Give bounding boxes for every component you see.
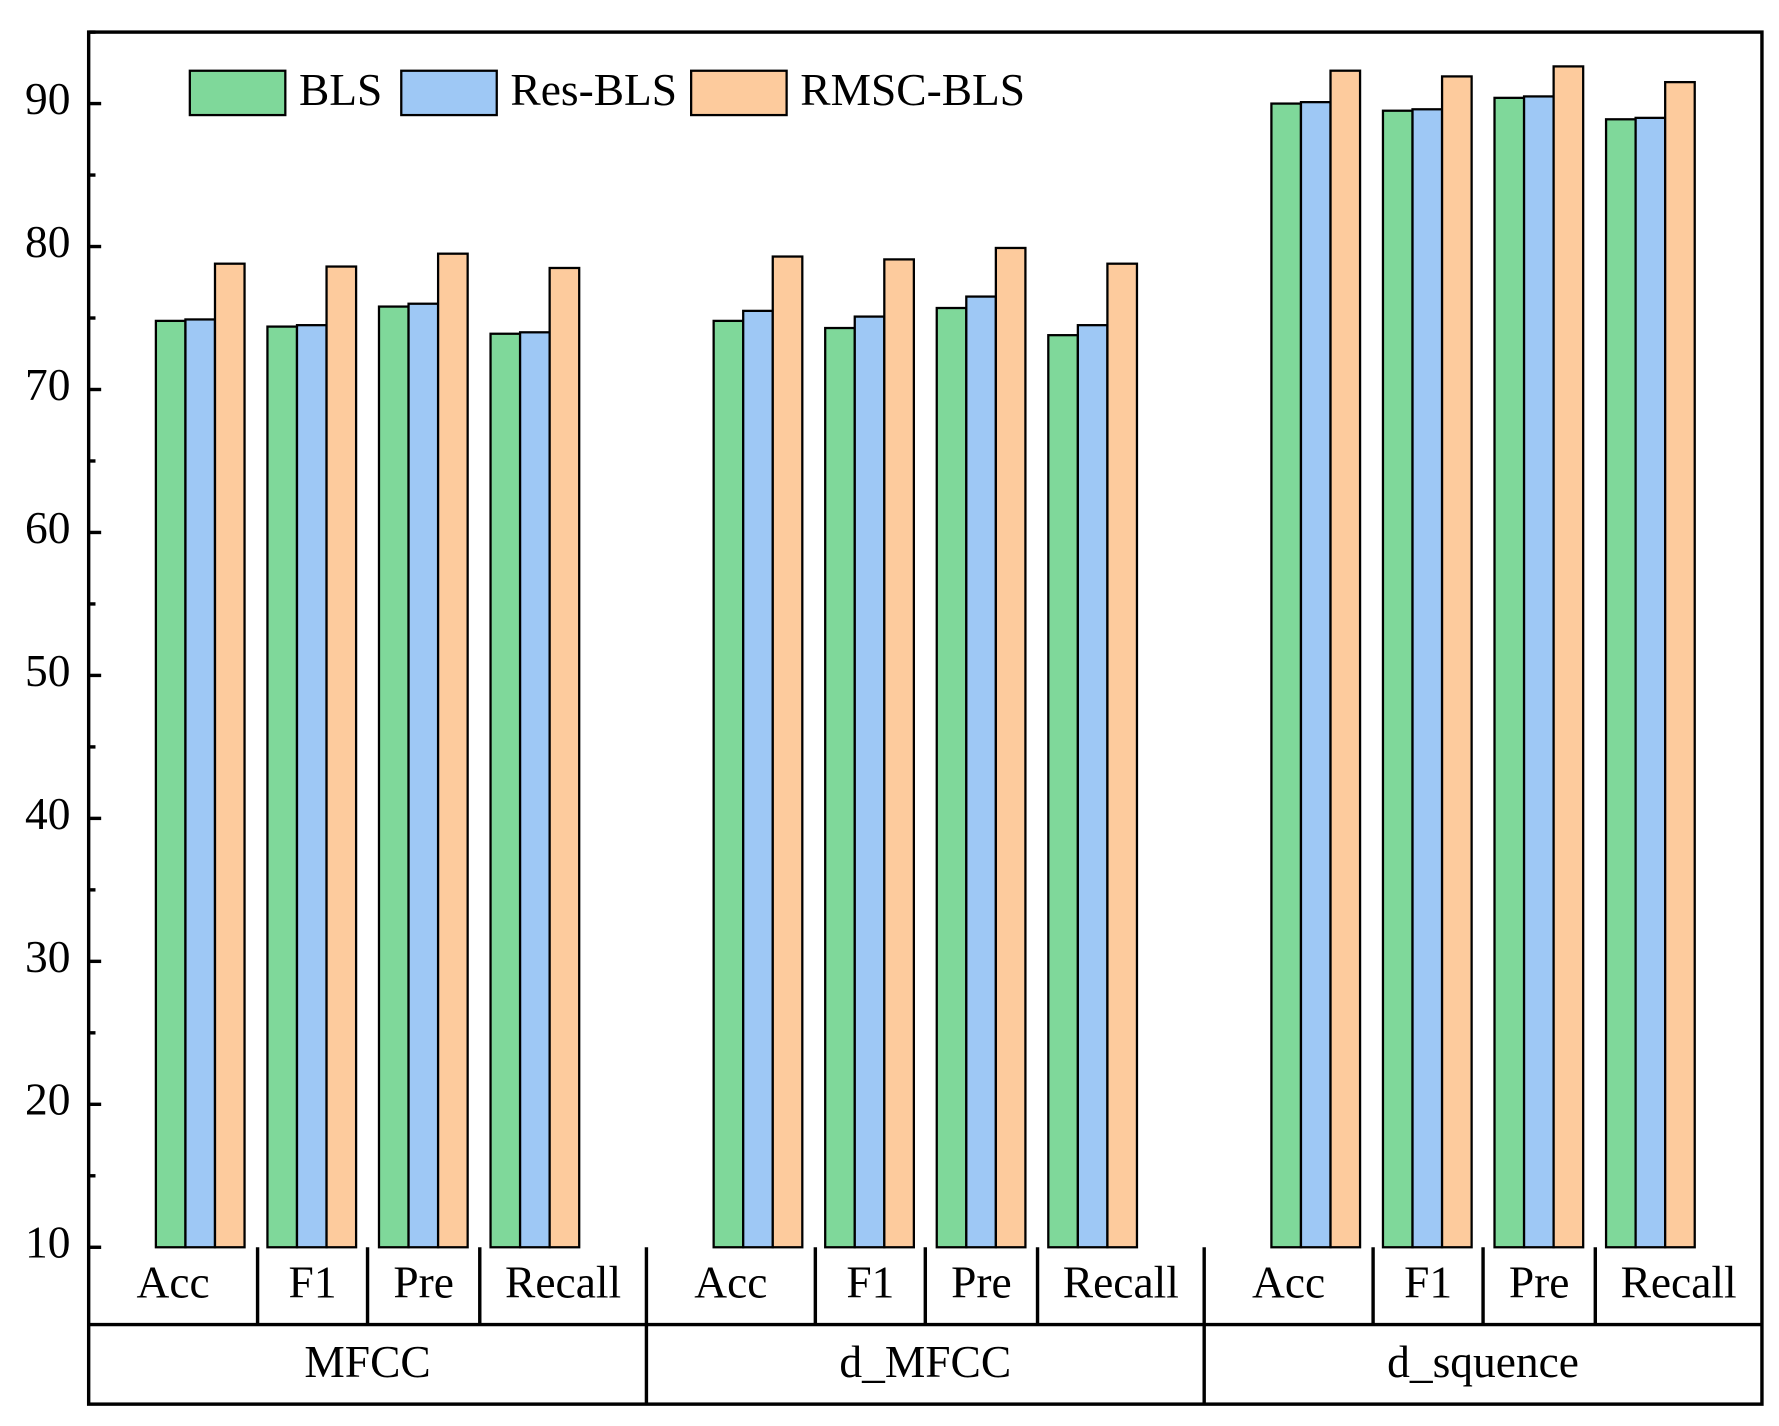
y-tick-label: 40 bbox=[25, 788, 70, 839]
bar bbox=[1076, 324, 1109, 1249]
x-tick-label: Pre bbox=[951, 1256, 1012, 1307]
bar bbox=[1299, 101, 1332, 1249]
bar bbox=[1552, 65, 1585, 1249]
x-tick-label: Recall bbox=[1621, 1256, 1737, 1307]
x-tick-label: Acc bbox=[1252, 1256, 1325, 1307]
bar bbox=[935, 306, 968, 1249]
y-tick-label: 60 bbox=[25, 502, 70, 553]
bar bbox=[184, 318, 217, 1249]
bar bbox=[712, 319, 745, 1249]
legend-swatch bbox=[690, 69, 788, 117]
bar bbox=[1270, 102, 1303, 1249]
x-tick-label: Pre bbox=[393, 1256, 454, 1307]
legend-swatch bbox=[188, 69, 287, 117]
bar bbox=[1522, 95, 1555, 1249]
group-label: d_squence bbox=[1387, 1336, 1579, 1387]
bar bbox=[154, 319, 187, 1249]
x-tick-label: F1 bbox=[1404, 1256, 1452, 1307]
bar bbox=[407, 302, 440, 1249]
bar bbox=[436, 252, 469, 1249]
y-tick-label: 30 bbox=[25, 931, 70, 982]
bar bbox=[1440, 75, 1473, 1249]
x-tick-label: Recall bbox=[1063, 1256, 1179, 1307]
x-tick-label: Recall bbox=[505, 1256, 621, 1307]
y-tick-label: 50 bbox=[25, 645, 70, 696]
legend-label: RMSC-BLS bbox=[800, 64, 1025, 115]
legend-label: BLS bbox=[299, 64, 382, 115]
bar bbox=[742, 309, 774, 1249]
bar bbox=[377, 305, 410, 1249]
x-tick-label: Acc bbox=[694, 1256, 767, 1307]
bar bbox=[1329, 69, 1362, 1249]
x-tick-label: Acc bbox=[137, 1256, 210, 1307]
bar bbox=[1493, 96, 1526, 1249]
bar bbox=[994, 246, 1027, 1249]
bar bbox=[1381, 109, 1414, 1249]
bar bbox=[489, 332, 522, 1249]
y-tick-label: 90 bbox=[25, 73, 70, 124]
x-tick-label: F1 bbox=[846, 1256, 894, 1307]
x-tick-label: Pre bbox=[1509, 1256, 1570, 1307]
legend-label: Res-BLS bbox=[510, 64, 677, 115]
group-label: d_MFCC bbox=[839, 1336, 1011, 1387]
y-tick-label: 20 bbox=[25, 1074, 70, 1125]
bar bbox=[1047, 334, 1079, 1249]
bar bbox=[325, 265, 358, 1249]
bar bbox=[853, 315, 886, 1249]
bar bbox=[1411, 108, 1444, 1249]
y-tick-label: 70 bbox=[25, 359, 70, 410]
bar bbox=[518, 331, 551, 1249]
bar bbox=[213, 262, 246, 1249]
bar bbox=[824, 326, 856, 1249]
x-tick-label: F1 bbox=[289, 1256, 337, 1307]
bar bbox=[1634, 116, 1667, 1249]
group-label: MFCC bbox=[304, 1336, 430, 1387]
bar bbox=[883, 258, 916, 1249]
bar bbox=[266, 325, 299, 1249]
bar bbox=[1604, 118, 1637, 1249]
legend-swatch bbox=[400, 69, 498, 117]
y-tick-label: 10 bbox=[25, 1217, 70, 1268]
bar bbox=[1106, 262, 1139, 1249]
bar bbox=[1664, 80, 1696, 1249]
bar bbox=[548, 266, 581, 1249]
frame bbox=[86, 30, 1764, 1406]
y-tick-label: 80 bbox=[25, 216, 70, 267]
bar bbox=[771, 255, 804, 1249]
bar bbox=[965, 295, 997, 1249]
bar bbox=[295, 324, 328, 1249]
